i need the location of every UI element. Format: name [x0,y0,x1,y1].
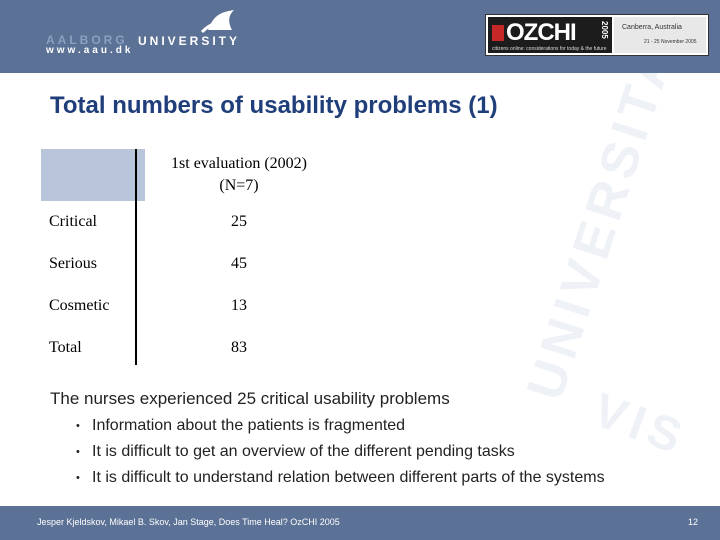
logo-emblem-icon [200,10,234,34]
bullet-text: Information about the patients is fragme… [92,417,406,434]
bullet-icon: • [76,420,80,432]
bullet-text: It is difficult to understand relation b… [92,469,605,486]
column-header: 1st evaluation (2002) (N=7) [145,149,333,201]
slide-title: Total numbers of usability problems (1) [50,92,498,119]
university-watermark: UNIVERSITAS VIS [516,73,698,466]
row-value: 25 [231,213,247,230]
list-item: • It is difficult to understand relation … [76,468,605,494]
conference-location-panel: Canberra, Australia 21 - 25 November 200… [614,17,706,53]
logo-dim-text: AALBORG [46,33,128,47]
list-item: • Information about the patients is fragm… [76,416,605,442]
conference-year: 2005 [600,21,609,39]
table-row: Serious 45 [41,243,333,285]
bullet-text: It is difficult to get an overview of th… [92,443,515,460]
bullet-icon: • [76,446,80,458]
watermark-text: UNIVERSITAS [516,73,698,407]
footer-citation: Jesper Kjeldskov, Mikael B. Skov, Jan St… [37,517,340,527]
page-number: 12 [688,517,699,527]
conference-dates: 21 - 25 November 2005 [644,39,697,45]
row-label: Critical [49,213,97,230]
row-value: 45 [231,255,247,272]
table-corner-cell [41,149,145,201]
column-header-line1: 1st evaluation (2002) [171,155,307,172]
conference-logo-mark-icon [492,25,504,41]
table-row: Total 83 [41,327,333,369]
conference-name: OZCHI [506,19,577,46]
bullet-icon: • [76,472,80,484]
table-column-divider [135,149,137,365]
row-value: 83 [231,339,247,356]
conference-tagline: citizens online: considerations for toda… [492,46,607,52]
table-header-row: 1st evaluation (2002) (N=7) [41,149,333,201]
conference-place: Canberra, Australia [622,24,682,31]
row-value: 13 [231,297,247,314]
conference-logo-dark-panel: OZCHI 2005 citizens online: consideratio… [488,17,612,53]
bullet-list: • Information about the patients is fragm… [76,416,605,494]
list-item: • It is difficult to get an overview of t… [76,442,605,468]
logo-web-address: www.aau.dk [46,45,134,56]
row-label: Total [49,339,82,356]
row-label: Serious [49,255,97,272]
table-row: Cosmetic 13 [41,285,333,327]
header-bar: AALBORG UNIVERSITY www.aau.dk OZCHI 2005… [0,0,720,73]
column-header-line2: (N=7) [219,177,259,194]
footer-bar: Jesper Kjeldskov, Mikael B. Skov, Jan St… [0,506,720,540]
usability-problems-table: 1st evaluation (2002) (N=7) Critical 25 … [41,149,333,369]
summary-text: The nurses experienced 25 critical usabi… [50,389,450,408]
logo-wordmark: UNIVERSITY [138,34,241,48]
university-logo [40,8,260,66]
table-row: Critical 25 [41,201,333,243]
row-label: Cosmetic [49,297,110,314]
conference-logo: OZCHI 2005 citizens online: consideratio… [485,14,709,56]
